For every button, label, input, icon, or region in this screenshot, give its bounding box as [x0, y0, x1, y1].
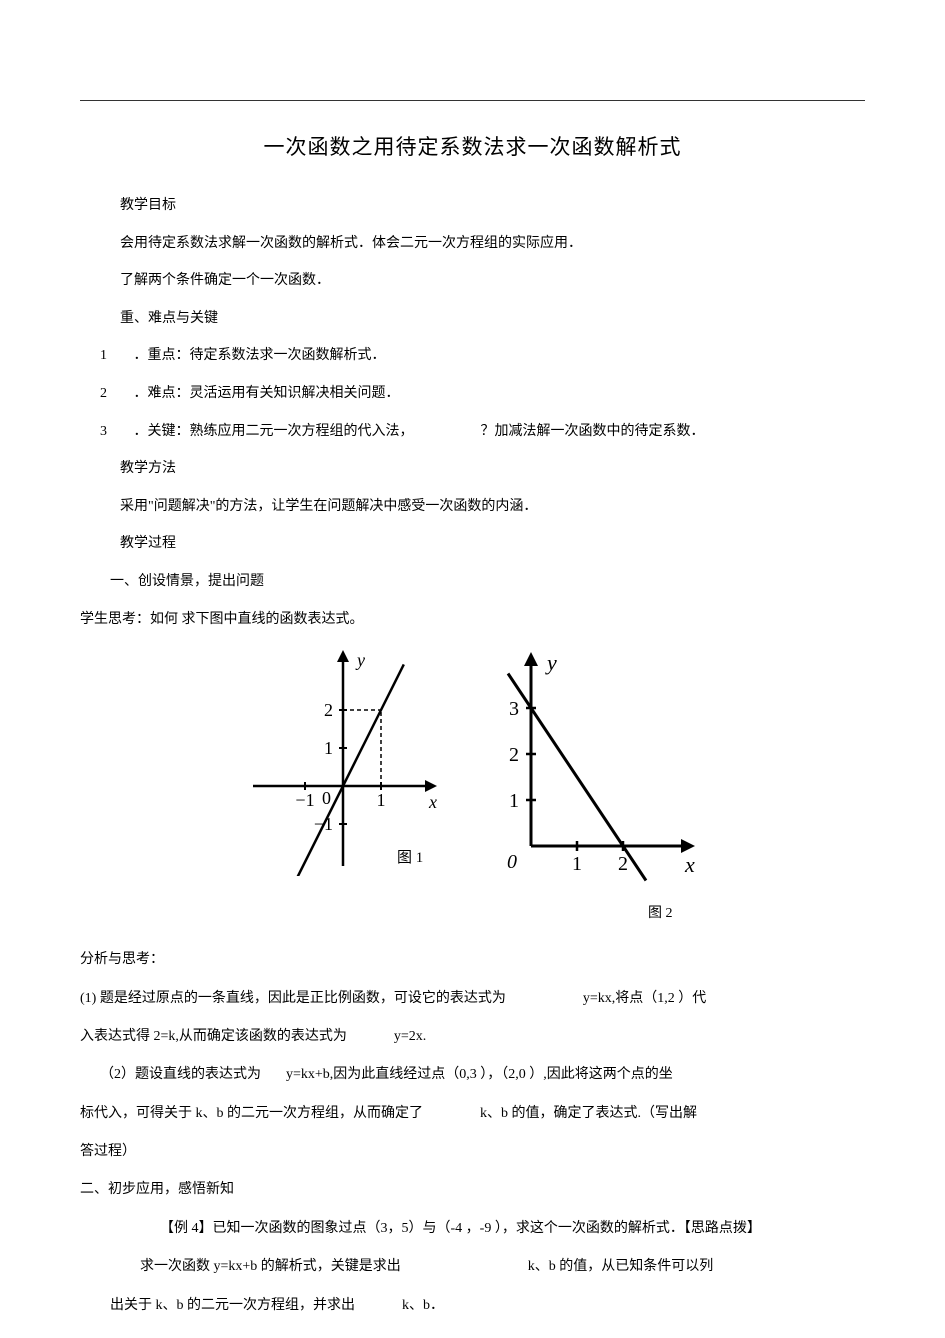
svg-text:1: 1 — [509, 790, 519, 812]
page-title: 一次函数之用待定系数法求一次函数解析式 — [80, 131, 865, 161]
svg-text:1: 1 — [572, 853, 582, 875]
svg-text:x: x — [428, 792, 437, 812]
figure-1-box: −11−1120yx图 1 — [243, 646, 443, 876]
analysis-2-line2: 标代入，可得关于 k、b 的二元一次方程组，从而确定了 k、b 的值，确定了表达… — [80, 1096, 865, 1132]
example-4-line3: 出关于 k、b 的二元一次方程组，并求出 k、b． — [80, 1288, 865, 1324]
keys-label: 重、难点与关键 — [80, 302, 865, 336]
ana-2a: （2）题设直线的表达式为 — [100, 1067, 261, 1082]
example-4-line2: 求一次函数 y=kx+b 的解析式，关键是求出 k、b 的值，从已知条件可以列 — [80, 1249, 865, 1285]
svg-text:1: 1 — [376, 790, 385, 810]
ana-1b: y=kx,将点（1,2 ）代 — [583, 991, 706, 1006]
svg-text:2: 2 — [618, 853, 628, 875]
method-text: 采用"问题解决"的方法，让学生在问题解决中感受一次函数的内涵． — [80, 490, 865, 524]
svg-text:2: 2 — [509, 744, 519, 766]
svg-text:3: 3 — [509, 698, 519, 720]
section-goal-label: 教学目标 — [80, 189, 865, 223]
analysis-1-line1: (1) 题是经过原点的一条直线，因此是正比例函数，可设它的表达式为 y=kx,将… — [80, 981, 865, 1017]
section-a-heading: 一、创设情景，提出问题 — [80, 565, 865, 599]
svg-text:y: y — [355, 650, 365, 670]
ex4-e: k、b． — [402, 1298, 444, 1313]
goal-text-2: 了解两个条件确定一个一次函数． — [80, 264, 865, 298]
process-label: 教学过程 — [80, 527, 865, 561]
key-3b-text: ？加减法解一次函数中的待定系数． — [481, 424, 705, 439]
figure-1-svg: −11−1120yx图 1 — [243, 646, 443, 876]
figures-row: −11−1120yx图 1 121230yx 图 2 — [80, 646, 865, 922]
svg-text:图 1: 图 1 — [397, 849, 423, 866]
ana-2c: 标代入，可得关于 k、b 的二元一次方程组，从而确定了 — [80, 1106, 423, 1121]
figure-2-svg: 1 2 1 2 3 0 y x — [483, 646, 703, 896]
svg-text:x: x — [684, 852, 695, 877]
ana-1d: y=2x. — [394, 1029, 426, 1044]
svg-text:1: 1 — [324, 738, 333, 758]
student-think: 学生思考：如何 求下图中直线的函数表达式。 — [80, 603, 865, 637]
analysis-2-line1: （2）题设直线的表达式为 y=kx+b,因为此直线经过点（0,3 ），（2,0 … — [80, 1057, 865, 1093]
key-3a-text: ．关键：熟练应用二元一次方程组的代入法， — [134, 424, 414, 439]
svg-text:y: y — [545, 650, 557, 675]
key-point-1: 1 ．重点：待定系数法求一次函数解析式． — [80, 339, 865, 373]
ana-2d: k、b 的值，确定了表达式.（写出解 — [480, 1106, 697, 1121]
ana-1a: (1) 题是经过原点的一条直线，因此是正比例函数，可设它的表达式为 — [80, 991, 506, 1006]
analysis-label: 分析与思考： — [80, 942, 865, 978]
ex4-c: k、b 的值，从已知条件可以列 — [528, 1259, 714, 1274]
svg-text:0: 0 — [507, 851, 517, 873]
ex4-d: 出关于 k、b 的二元一次方程组，并求出 — [110, 1298, 355, 1313]
key-1-num: 1 — [100, 339, 130, 373]
ana-2b: y=kx+b,因为此直线经过点（0,3 ），（2,0 ）,因此将这两个点的坐 — [286, 1067, 673, 1082]
analysis-1-line2: 入表达式得 2=k,从而确定该函数的表达式为 y=2x. — [80, 1019, 865, 1055]
svg-text:2: 2 — [324, 700, 333, 720]
goal-text-1: 会用待定系数法求解一次函数的解析式．体会二元一次方程组的实际应用． — [80, 227, 865, 261]
key-3-num: 3 — [100, 415, 130, 449]
key-1-text: ．重点：待定系数法求一次函数解析式． — [134, 348, 386, 363]
header-rule — [80, 100, 865, 101]
svg-text:−1: −1 — [295, 790, 314, 810]
example-4-line1: 【例 4】已知一次函数的图象过点（3，5）与（-4 ，-9 ），求这个一次函数的… — [80, 1211, 865, 1247]
key-point-2: 2 ．难点：灵活运用有关知识解决相关问题． — [80, 377, 865, 411]
method-label: 教学方法 — [80, 452, 865, 486]
key-2-text: ．难点：灵活运用有关知识解决相关问题． — [134, 386, 400, 401]
analysis-2-line3: 答过程） — [80, 1134, 865, 1170]
section-b-heading: 二、初步应用，感悟新知 — [80, 1172, 865, 1208]
ana-1c: 入表达式得 2=k,从而确定该函数的表达式为 — [80, 1029, 347, 1044]
svg-text:0: 0 — [322, 788, 331, 808]
key-2-num: 2 — [100, 377, 130, 411]
figure-2-box: 1 2 1 2 3 0 y x 图 2 — [483, 646, 703, 922]
key-point-3: 3 ．关键：熟练应用二元一次方程组的代入法， ？加减法解一次函数中的待定系数． — [80, 415, 865, 449]
figure-2-caption: 图 2 — [483, 902, 703, 922]
ex4-b: 求一次函数 y=kx+b 的解析式，关键是求出 — [140, 1259, 401, 1274]
